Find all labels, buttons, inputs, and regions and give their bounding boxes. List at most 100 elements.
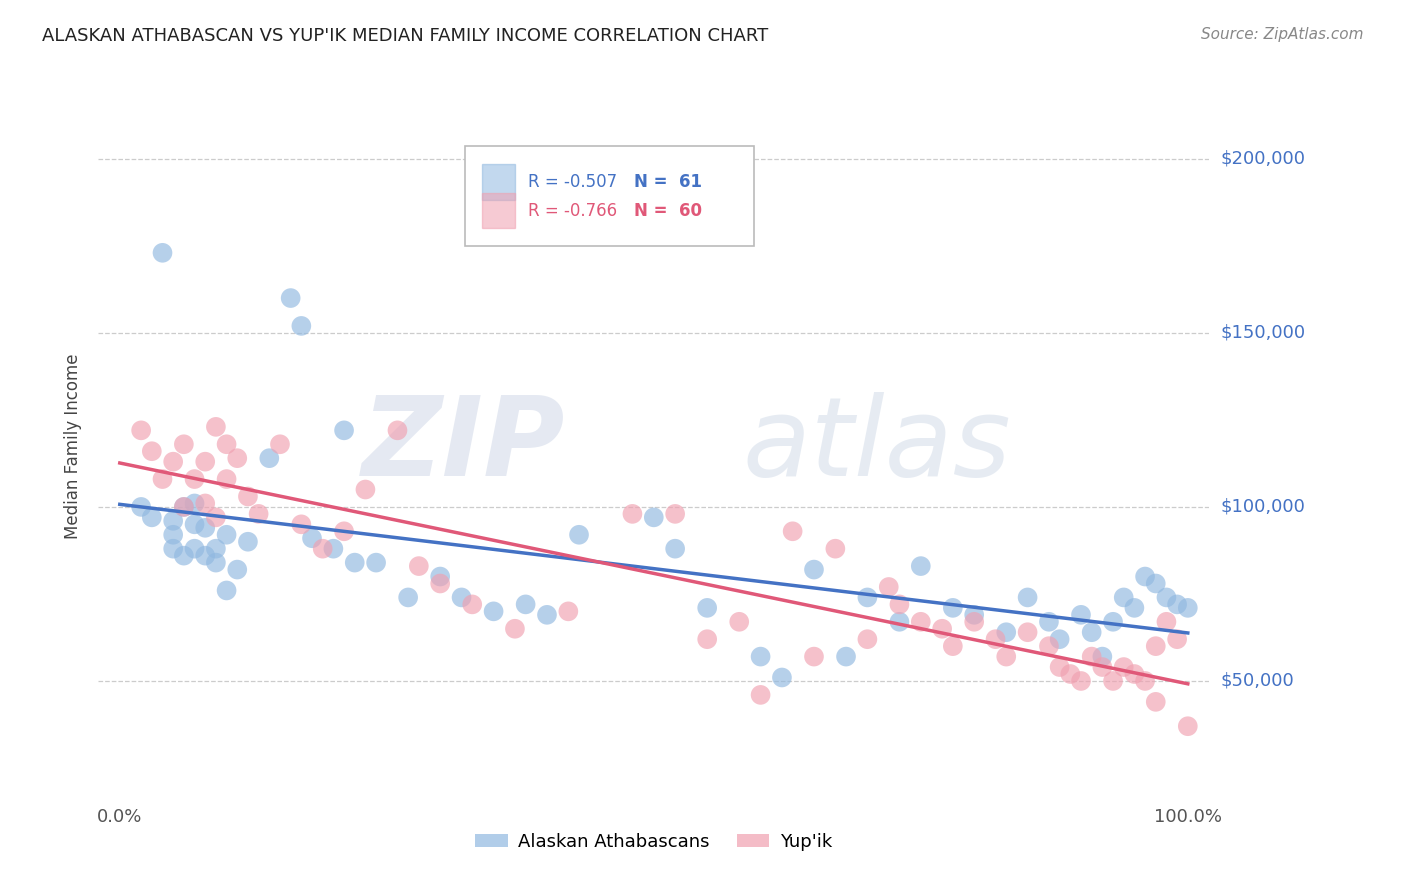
Point xyxy=(461,598,484,612)
Point xyxy=(173,500,195,514)
Point xyxy=(194,549,217,563)
Point xyxy=(1123,600,1146,615)
Point xyxy=(290,517,312,532)
Point xyxy=(141,510,163,524)
Point xyxy=(215,528,238,542)
Y-axis label: Median Family Income: Median Family Income xyxy=(65,353,83,539)
Point xyxy=(482,604,505,618)
Point xyxy=(333,423,356,437)
Point xyxy=(290,318,312,333)
Point xyxy=(963,615,986,629)
Point xyxy=(215,472,238,486)
Point xyxy=(1112,591,1135,605)
Point xyxy=(215,583,238,598)
Point xyxy=(1038,615,1060,629)
Point xyxy=(803,649,825,664)
Point xyxy=(129,500,152,514)
Point xyxy=(1156,615,1178,629)
Point xyxy=(280,291,302,305)
Text: R = -0.766: R = -0.766 xyxy=(529,202,617,219)
FancyBboxPatch shape xyxy=(482,164,515,200)
Point xyxy=(995,625,1018,640)
Point xyxy=(889,598,911,612)
Point xyxy=(226,563,249,577)
Point xyxy=(322,541,344,556)
FancyBboxPatch shape xyxy=(482,193,515,228)
Text: $100,000: $100,000 xyxy=(1220,498,1305,516)
Point xyxy=(1049,632,1071,647)
Point xyxy=(1059,667,1081,681)
Point xyxy=(183,517,205,532)
FancyBboxPatch shape xyxy=(465,146,754,246)
Point xyxy=(366,556,388,570)
Point xyxy=(354,483,377,497)
Point xyxy=(450,591,472,605)
Point xyxy=(1144,639,1167,653)
Point xyxy=(1017,625,1039,640)
Point xyxy=(173,549,195,563)
Point xyxy=(429,576,451,591)
Point xyxy=(1156,591,1178,605)
Point xyxy=(173,437,195,451)
Point xyxy=(387,423,409,437)
Text: $50,000: $50,000 xyxy=(1220,672,1294,690)
Point xyxy=(643,510,665,524)
Point xyxy=(910,615,932,629)
Text: N =  60: N = 60 xyxy=(634,202,702,219)
Point xyxy=(1166,632,1188,647)
Point xyxy=(205,556,228,570)
Point xyxy=(183,472,205,486)
Point xyxy=(835,649,858,664)
Point xyxy=(236,534,259,549)
Point xyxy=(995,649,1018,664)
Point xyxy=(429,569,451,583)
Point xyxy=(1091,660,1114,674)
Point xyxy=(129,423,152,437)
Point xyxy=(183,541,205,556)
Point xyxy=(215,437,238,451)
Point xyxy=(162,514,184,528)
Text: R = -0.507: R = -0.507 xyxy=(529,173,617,191)
Point xyxy=(343,556,366,570)
Point xyxy=(856,591,879,605)
Point xyxy=(152,245,174,260)
Point xyxy=(312,541,335,556)
Point xyxy=(205,420,228,434)
Point xyxy=(728,615,751,629)
Point xyxy=(236,490,259,504)
Point xyxy=(1133,673,1156,688)
Point xyxy=(1166,598,1188,612)
Point xyxy=(1070,673,1092,688)
Point xyxy=(194,455,217,469)
Point xyxy=(1080,625,1102,640)
Point xyxy=(1091,649,1114,664)
Point xyxy=(503,622,526,636)
Point xyxy=(183,496,205,510)
Point xyxy=(803,563,825,577)
Point xyxy=(910,559,932,574)
Point xyxy=(1144,695,1167,709)
Point xyxy=(1177,600,1199,615)
Point xyxy=(1080,649,1102,664)
Point xyxy=(568,528,591,542)
Point xyxy=(162,528,184,542)
Point xyxy=(173,500,195,514)
Point xyxy=(877,580,900,594)
Point xyxy=(664,507,686,521)
Point xyxy=(749,688,772,702)
Point xyxy=(152,472,174,486)
Point xyxy=(1102,615,1125,629)
Point xyxy=(301,531,323,545)
Text: ZIP: ZIP xyxy=(361,392,565,500)
Point xyxy=(536,607,558,622)
Point xyxy=(984,632,1007,647)
Point xyxy=(782,524,804,539)
Point xyxy=(931,622,953,636)
Legend: Alaskan Athabascans, Yup'ik: Alaskan Athabascans, Yup'ik xyxy=(468,826,839,858)
Point xyxy=(664,541,686,556)
Point xyxy=(194,496,217,510)
Point xyxy=(621,507,644,521)
Text: N =  61: N = 61 xyxy=(634,173,702,191)
Point xyxy=(889,615,911,629)
Point xyxy=(824,541,846,556)
